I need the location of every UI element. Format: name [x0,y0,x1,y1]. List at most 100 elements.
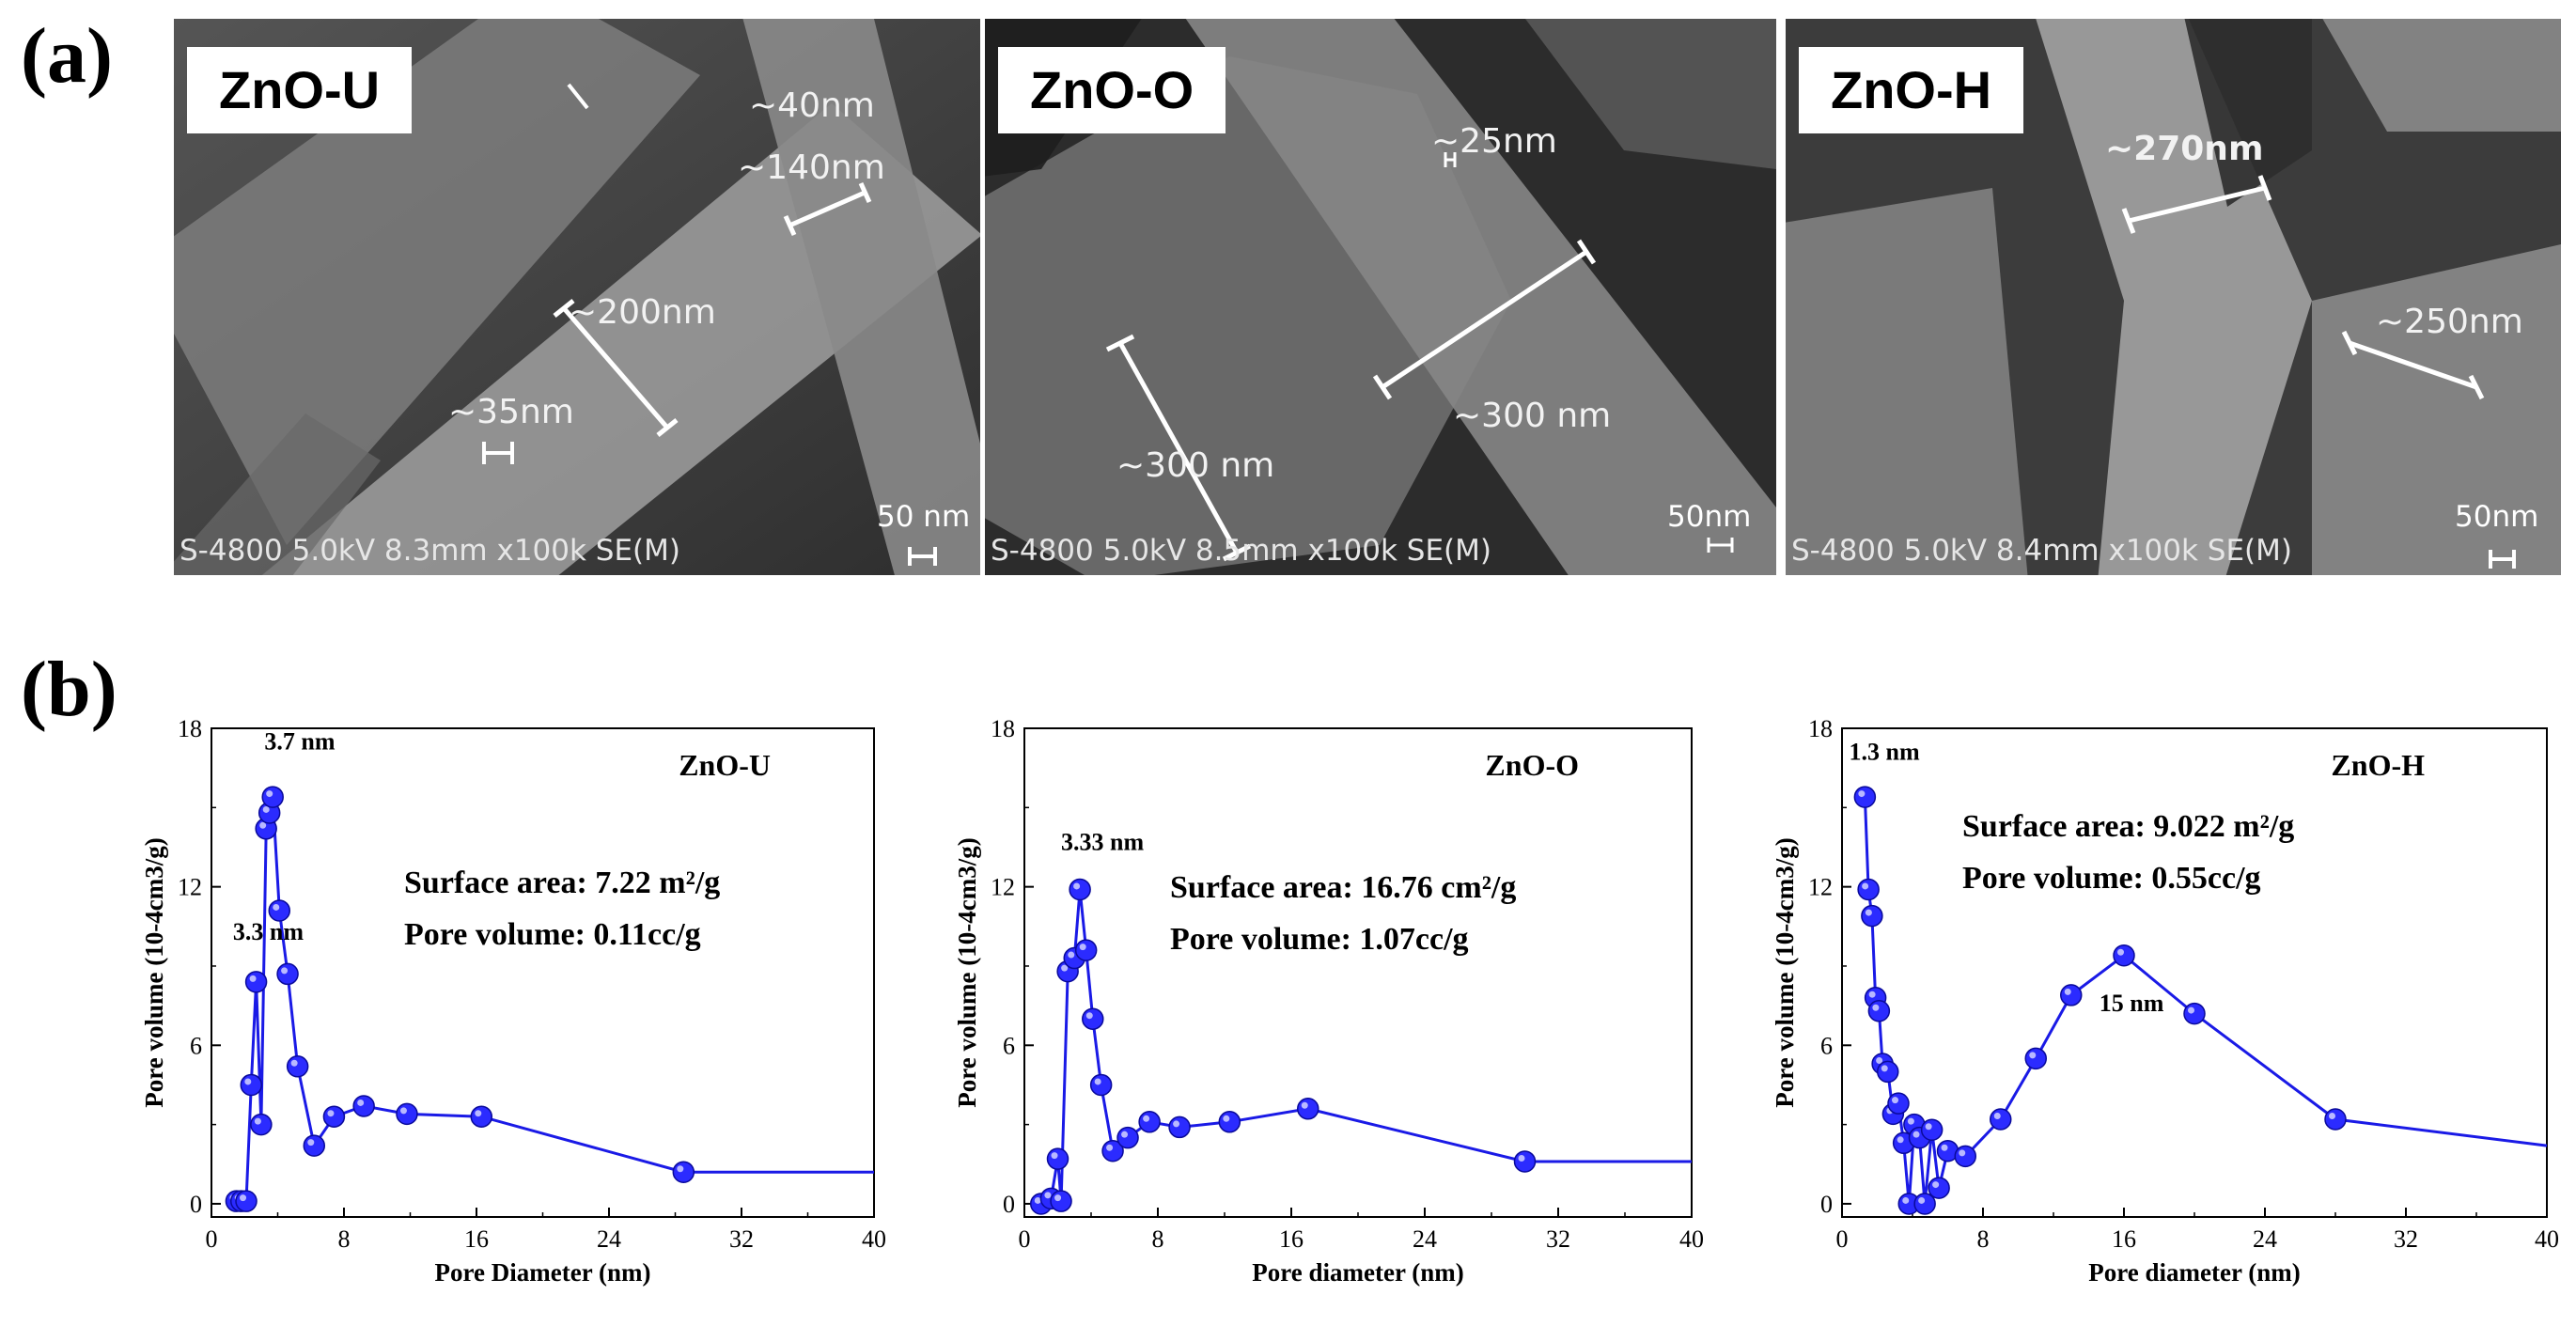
annotation-300nm-right: ~300 nm [1453,397,1612,435]
annotation-140nm: ~140nm [738,148,885,187]
x-tick-label: 16 [1279,1225,1304,1253]
data-point-highlight [1044,1192,1052,1199]
y-axis-label: Pore volume (10-4cm3/g) [140,837,168,1107]
sem-label-zno-u: ZnO-U [187,47,413,134]
peak-annotation: 1.3 nm [1850,739,1920,766]
data-point-highlight [327,1110,335,1117]
data-point [1089,1073,1113,1097]
chart-zno-o: 0 8 16 24 32 40 0 6 12 18 Pore diameter (nm) Pore v… [953,715,1704,1287]
data-point [2324,1108,2347,1131]
surface-info-text: Pore volume: 0.55cc/g [1962,861,2261,896]
data-point-highlight [307,1139,315,1147]
x-tick-label: 24 [2253,1225,2277,1253]
peak-annotation: 3.33 nm [1061,828,1144,855]
annotation-300nm-left: ~300 nm [1116,446,1275,485]
panel-label-a: (a) [21,12,113,100]
data-point-highlight [273,903,280,911]
y-tick-label: 12 [991,874,1015,901]
surface-info-text: Pore volume: 0.11cc/g [404,917,701,952]
data-point-highlight [262,805,270,813]
data-point [1861,904,1883,928]
data-point-highlight [1902,1196,1910,1204]
x-axis-label: Pore diameter (nm) [2088,1258,2300,1287]
data-point [1867,1000,1891,1022]
data-point-highlight [290,1059,298,1067]
sem-label-zno-h: ZnO-H [1799,47,2024,134]
data-point-highlight [2117,948,2124,956]
data-point [1990,1108,2012,1131]
data-point [1116,1126,1139,1149]
data-point [1920,1118,1944,1141]
data-point [250,1113,273,1136]
data-point-highlight [1061,964,1069,972]
data-point-highlight [1918,1196,1926,1204]
data-point [396,1102,418,1126]
series-line [236,796,874,1203]
data-point-highlight [2064,988,2071,995]
data-point-highlight [1876,1056,1883,1064]
data-point-highlight [266,790,273,798]
sem-label-zno-o: ZnO-O [998,47,1226,134]
x-tick-label: 8 [1977,1225,1990,1253]
surface-info-text: Surface area: 7.22 m²/g [404,866,720,900]
data-point-highlight [2329,1113,2335,1119]
chart-title: ZnO-O [1485,748,1579,782]
data-point-highlight [1897,1136,1904,1144]
x-tick-label: 24 [1413,1225,1437,1253]
data-point [303,1134,326,1157]
chart-zno-h: 0 8 16 24 32 40 0 6 12 18 Pore diameter (nm) Pore v… [1771,715,2559,1287]
data-point-highlight [399,1107,407,1115]
data-point [352,1095,375,1117]
y-tick-label: 18 [1808,715,1833,742]
y-axis-label: Pore volume (10-4cm3/g) [1771,837,1799,1107]
peak-annotation: 3.7 nm [264,727,335,755]
data-point-highlight [259,821,267,829]
data-point-highlight [1079,944,1086,951]
data-point-highlight [1881,1065,1888,1072]
series-line [1863,797,2548,1205]
data-point [1297,1098,1319,1120]
surface-info-text: Surface area: 9.022 m²/g [1962,809,2294,844]
x-tick-label: 0 [1836,1225,1849,1253]
data-point [322,1105,346,1128]
scale-bar-text: 50nm [1667,500,1752,534]
x-tick-label: 0 [206,1225,218,1253]
data-point-highlight [1862,882,1869,890]
data-point [1046,1147,1069,1170]
annotation-250nm: ~250nm [2376,303,2523,341]
data-point-highlight [2029,1052,2037,1059]
data-point-highlight [357,1099,365,1106]
data-point-highlight [281,967,289,975]
data-point-highlight [677,1165,684,1173]
surface-info-text: Surface area: 16.76 cm²/g [1170,870,1516,905]
data-point-highlight [1301,1101,1308,1109]
y-tick-label: 0 [190,1191,202,1218]
x-tick-label: 8 [1152,1225,1164,1253]
data-point-highlight [1094,1078,1101,1085]
scale-bar-text: 50nm [2455,500,2539,534]
data-point [470,1105,493,1128]
peak-annotation: 15 nm [2100,990,2164,1017]
data-point-highlight [1173,1120,1180,1128]
sem-info-text: S-4800 5.0kV 8.4mm x100k SE(M) [1791,534,2292,568]
sem-texture [174,19,980,575]
panel-label-b: (b) [21,646,117,733]
data-point-highlight [1892,1097,1898,1104]
data-point [1877,1060,1899,1084]
data-point-highlight [1941,1144,1948,1151]
data-point-highlight [1959,1149,1966,1157]
sem-image-zno-o: ZnO-O ~25nm ~300 nm ~300 nm 50nm S-4800 … [985,19,1776,575]
chart-title: ZnO-U [679,748,771,782]
y-tick-label: 0 [1003,1191,1015,1218]
data-point-highlight [2188,1006,2194,1014]
data-point [1082,1007,1104,1030]
data-point-highlight [249,975,257,982]
data-point [2060,984,2083,1006]
data-point [1074,939,1098,961]
sem-texture [985,19,1776,575]
data-point [1954,1145,1976,1168]
chart-zno-u: 0 8 16 24 32 40 0 6 12 18 Pore Diameter (nm) Pore v… [140,715,886,1287]
data-point-highlight [254,1117,261,1125]
data-point-highlight [1932,1181,1940,1189]
chart-title: ZnO-H [2331,748,2425,782]
